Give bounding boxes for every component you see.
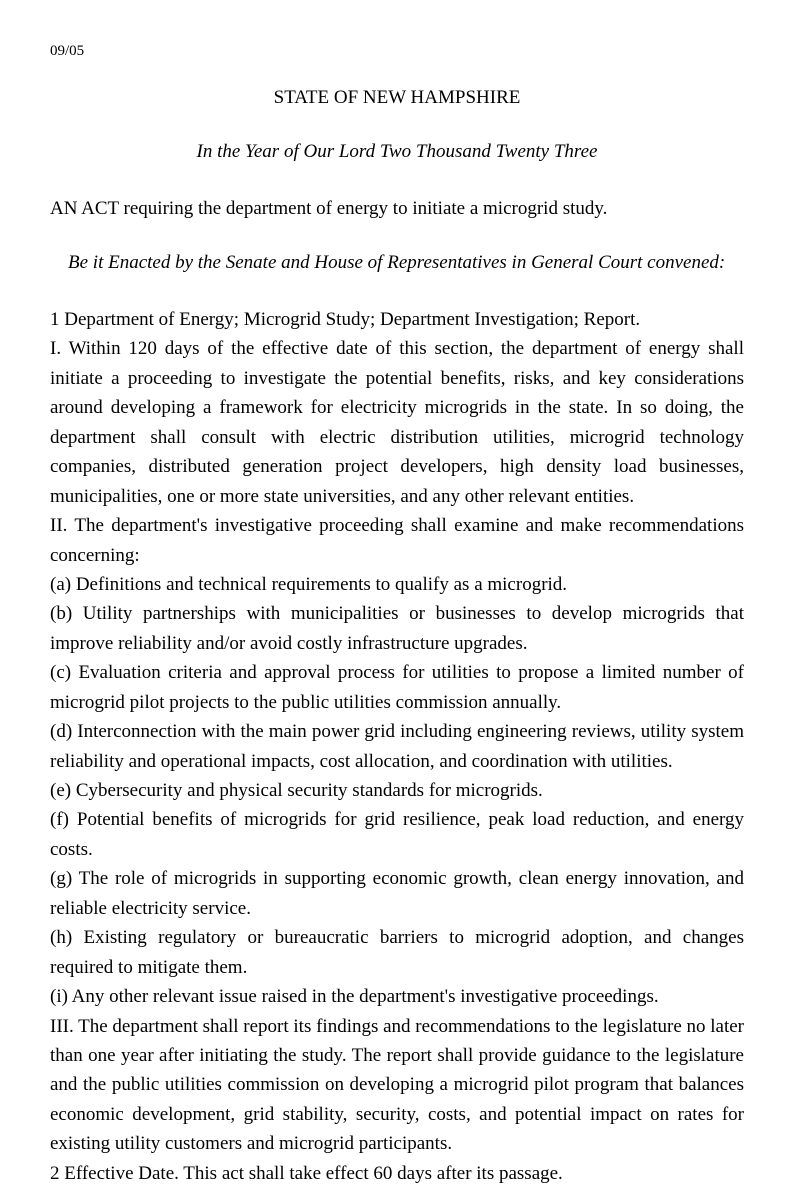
paragraph-III: III. The department shall report its fin… [50,1012,744,1159]
paragraph-I: I. Within 120 days of the effective date… [50,334,744,511]
doc-number: 09/05 [50,40,744,63]
item-h: (h) Existing regulatory or bureaucratic … [50,923,744,982]
item-a: (a) Definitions and technical requiremen… [50,570,744,599]
item-f: (f) Potential benefits of microgrids for… [50,805,744,864]
act-title: AN ACT requiring the department of energ… [50,194,744,223]
state-header: STATE OF NEW HAMPSHIRE [50,83,744,112]
paragraph-II-intro: II. The department's investigative proce… [50,511,744,570]
item-i: (i) Any other relevant issue raised in t… [50,982,744,1011]
item-g: (g) The role of microgrids in supporting… [50,864,744,923]
item-d: (d) Interconnection with the main power … [50,717,744,776]
item-e: (e) Cybersecurity and physical security … [50,776,744,805]
enacted-by: Be it Enacted by the Senate and House of… [50,248,744,277]
item-b: (b) Utility partnerships with municipali… [50,599,744,658]
year-line: In the Year of Our Lord Two Thousand Twe… [50,137,744,166]
section2-effective-date: 2 Effective Date. This act shall take ef… [50,1159,744,1188]
item-c: (c) Evaluation criteria and approval pro… [50,658,744,717]
section1-heading: 1 Department of Energy; Microgrid Study;… [50,305,744,334]
